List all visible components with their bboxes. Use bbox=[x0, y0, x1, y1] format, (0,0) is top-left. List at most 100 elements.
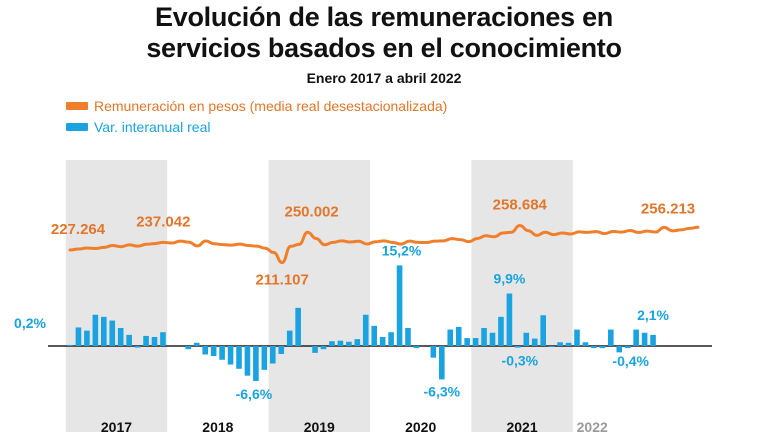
bar bbox=[219, 346, 225, 360]
bar-data-label: 15,2% bbox=[382, 242, 422, 258]
bar bbox=[430, 346, 437, 358]
bar bbox=[134, 346, 141, 348]
bar bbox=[92, 314, 99, 346]
bar bbox=[439, 346, 445, 380]
bar bbox=[641, 332, 648, 346]
year-label: 2020 bbox=[405, 419, 436, 432]
bar bbox=[608, 329, 614, 346]
chart-title-line2: servicios basados en el conocimiento bbox=[146, 33, 622, 63]
bar bbox=[320, 346, 327, 350]
bar bbox=[599, 346, 606, 349]
bar bbox=[388, 332, 394, 346]
bar-data-label: -0,3% bbox=[502, 353, 539, 369]
year-label: 2021 bbox=[506, 419, 537, 432]
bar bbox=[481, 327, 487, 346]
year-band bbox=[268, 160, 370, 432]
bar bbox=[582, 342, 589, 346]
bar-data-label: -6,3% bbox=[424, 383, 461, 399]
bar bbox=[565, 342, 572, 346]
bar bbox=[109, 320, 116, 346]
bar bbox=[574, 329, 580, 346]
remuneration-line bbox=[68, 223, 700, 265]
bar bbox=[362, 314, 369, 346]
bar-data-label: -6,6% bbox=[236, 386, 273, 402]
line-data-label: 211.107 bbox=[255, 272, 308, 289]
legend-label-line: Remuneración en pesos (media real desest… bbox=[94, 98, 448, 114]
bar bbox=[75, 327, 82, 346]
bar bbox=[295, 307, 301, 346]
bar bbox=[143, 335, 149, 346]
line-data-label: 256.213 bbox=[641, 200, 695, 217]
bar bbox=[337, 340, 344, 346]
bar-data-label: 0,2% bbox=[14, 315, 46, 331]
bar bbox=[447, 329, 454, 346]
bar bbox=[616, 346, 623, 353]
line-data-label: 237.042 bbox=[136, 213, 190, 230]
bar bbox=[67, 344, 73, 346]
year-label: 2017 bbox=[101, 419, 132, 432]
bar bbox=[253, 346, 259, 381]
year-band bbox=[65, 160, 168, 432]
legend-label-bar: Var. interanual real bbox=[94, 119, 211, 135]
bar bbox=[540, 315, 546, 346]
bar bbox=[236, 346, 242, 369]
bar bbox=[244, 346, 251, 376]
line-data-label: 227.264 bbox=[51, 221, 106, 238]
year-label: 2019 bbox=[304, 419, 335, 432]
bar bbox=[261, 346, 268, 370]
bar bbox=[472, 338, 479, 346]
bar bbox=[202, 346, 208, 355]
line-data-label: 258.684 bbox=[493, 196, 548, 213]
bar bbox=[117, 327, 124, 346]
bar bbox=[193, 342, 200, 346]
bar bbox=[354, 339, 361, 346]
bar bbox=[548, 346, 555, 348]
bar bbox=[557, 342, 563, 346]
bar-data-label: 9,9% bbox=[493, 271, 525, 287]
bar-data-label: 2,1% bbox=[637, 307, 669, 323]
year-label: 2018 bbox=[202, 419, 233, 432]
bar bbox=[489, 332, 496, 346]
bar bbox=[286, 330, 293, 346]
legend-item-line: Remuneración en pesos (media real desest… bbox=[66, 98, 447, 114]
bar bbox=[515, 346, 521, 348]
bar bbox=[506, 293, 513, 346]
bar bbox=[591, 346, 597, 349]
bar bbox=[126, 334, 132, 346]
bar bbox=[227, 346, 234, 365]
bar bbox=[523, 332, 530, 346]
bar bbox=[84, 330, 90, 346]
bar bbox=[278, 346, 285, 354]
bar bbox=[185, 346, 192, 350]
bar-data-label: -0,4% bbox=[612, 353, 649, 369]
bar bbox=[371, 325, 377, 346]
bar bbox=[633, 329, 639, 346]
bar bbox=[101, 316, 107, 346]
bar bbox=[270, 346, 276, 364]
bar bbox=[312, 346, 318, 353]
bar bbox=[498, 316, 504, 346]
bar bbox=[405, 327, 411, 346]
chart-title-line1: Evolución de las remuneraciones en bbox=[155, 2, 613, 32]
bar bbox=[650, 334, 656, 346]
bar bbox=[624, 346, 631, 349]
bar bbox=[210, 346, 217, 357]
legend-swatch-bar bbox=[66, 123, 88, 131]
bar bbox=[455, 326, 462, 346]
bar bbox=[413, 346, 420, 349]
legend-swatch-line bbox=[66, 102, 88, 110]
line-data-label: 250.002 bbox=[285, 203, 339, 220]
bar bbox=[346, 341, 352, 346]
bar bbox=[396, 265, 403, 346]
bar bbox=[464, 338, 470, 346]
legend-item-bar: Var. interanual real bbox=[66, 119, 210, 135]
bar bbox=[151, 336, 158, 346]
year-label: 2022 bbox=[577, 419, 608, 432]
bar bbox=[531, 338, 538, 346]
chart-subtitle: Enero 2017 a abril 2022 bbox=[306, 70, 462, 86]
bar bbox=[379, 336, 386, 346]
bar bbox=[329, 341, 335, 346]
bar bbox=[160, 332, 166, 346]
